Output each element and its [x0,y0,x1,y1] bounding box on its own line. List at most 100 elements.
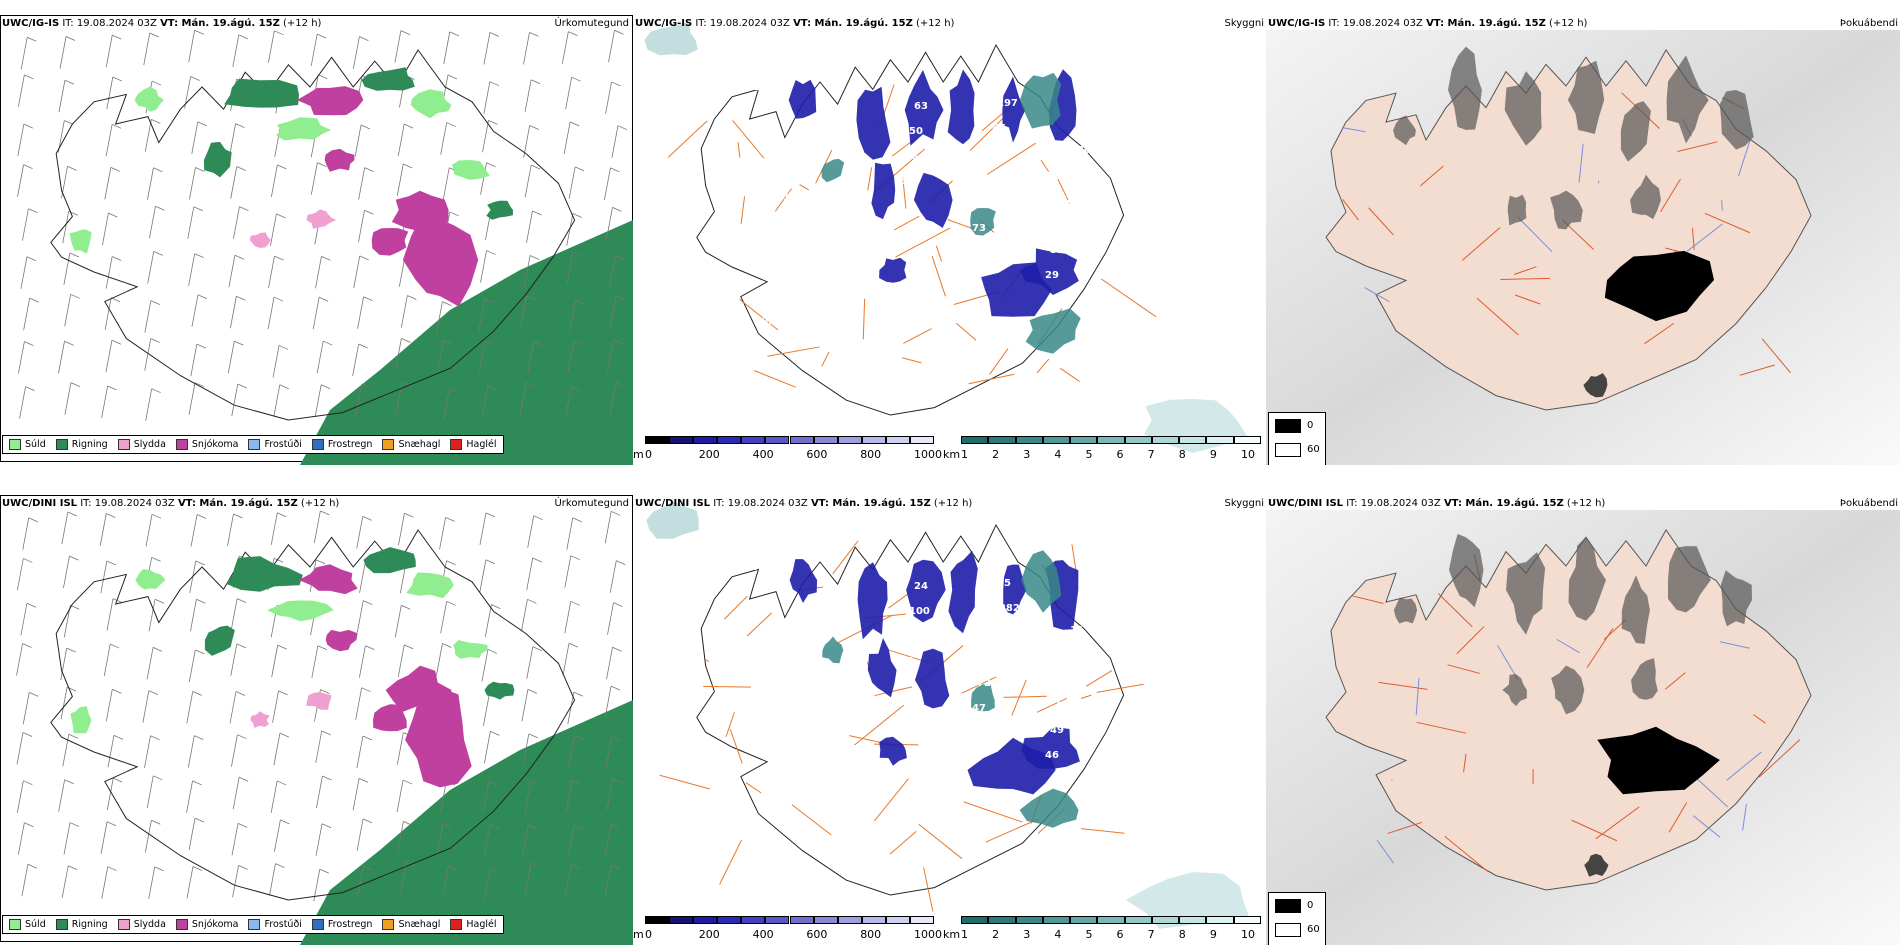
wind-barb-flag [26,602,37,608]
colorbar-segment [861,916,886,924]
wind-barb-flag [404,644,414,650]
fog-area [1448,46,1482,130]
road [1364,287,1390,303]
wind-barb [567,824,575,857]
wind-barb [568,166,576,199]
fog-legend: 0 60 [1268,892,1326,945]
ceiling-value-label: 124 [1065,650,1086,661]
colorbar-tick: 1000 [914,928,942,941]
wind-barb [397,124,405,157]
wind-barb-flag [277,164,287,170]
wind-barb [16,780,24,813]
wind-barb [399,862,407,895]
wind-barb [311,645,319,678]
legend-label: Rigning [71,919,108,930]
wind-barb [527,341,535,374]
wind-barb [526,646,534,679]
wind-barb-flag [573,340,584,346]
wind-barb [442,865,449,898]
wind-barb-flag [361,383,372,389]
wind-barb [59,36,67,69]
wind-barb [61,511,69,545]
wind-barb [568,735,576,768]
road [1739,364,1775,376]
wind-barb-flag [68,733,78,739]
road [874,686,913,697]
colorbar-tick: 3 [1023,928,1031,941]
wind-barb [611,125,619,158]
colorbar-tick: 1 [961,448,968,461]
wind-barb-flag [443,339,453,345]
wind-barb [609,381,617,415]
wind-barb-flag [610,685,621,691]
legend-item: Slydda [117,919,166,930]
wind-barb [356,516,364,549]
low-visibility-area [1020,72,1062,129]
colorbar-segment [1151,916,1180,924]
wind-barb [101,866,109,899]
wind-barb-flag [153,251,163,256]
wind-barb [569,300,577,333]
wind-barb [105,689,113,722]
fog-area [1550,190,1583,230]
road [1036,358,1050,374]
wind-barb-flag [488,781,499,786]
wind-barb [396,732,404,765]
legend-swatch [248,919,261,930]
wind-barb [481,385,489,419]
wind-barb-flag [321,255,331,261]
precip-type-legend: Súld Rigning Slydda Snjókoma Frostúði Frostre… [2,435,504,454]
wind-barb [270,213,277,246]
road [1644,322,1674,345]
legend-swatch [450,919,463,930]
wind-barb-flag [572,251,583,257]
wind-barb-flag [277,512,287,518]
wind-barb-flag [67,511,78,517]
ceiling-value-label: 51 [1050,245,1064,256]
ceiling-value-label: 78 [1060,195,1074,206]
wind-barb-flag [112,598,123,603]
legend-item: Haglél [450,919,497,930]
wind-barb-flag [195,560,205,566]
wind-barb [270,780,278,814]
low-ceiling-area [913,172,953,228]
wind-barb [482,693,490,726]
wind-barb-flag [112,34,122,40]
wind-barb [144,119,152,152]
road [1391,779,1393,781]
wind-barb [267,30,275,63]
wind-barb-flag [67,165,77,171]
wind-barb [566,251,574,284]
wind-barb-flag [527,688,538,694]
colorbar-segment [909,916,934,924]
wind-barb [310,34,318,67]
wind-barb-flag [530,862,541,868]
low-ceiling-area [871,162,896,220]
wind-barb-flag [612,206,622,212]
wind-barb-flag [570,600,580,606]
visibility-colorbar: km 1 2 3 4 5 6 7 8 9 10 [943,916,1265,945]
wind-barb [606,778,614,811]
colorbar-tick: 10 [1241,928,1255,941]
weather-area [486,200,513,220]
fog-area [1584,853,1609,877]
wind-barb-flag [569,121,580,127]
wind-barb-flag [64,120,74,125]
ceiling-value-label: 45 [851,744,865,755]
colorbar-tick: 10 [1241,448,1255,461]
wind-barb [17,164,24,197]
legend-item: Snæhagl [382,919,440,930]
colorbar-tick: 400 [752,448,774,461]
ceiling-vis-panel-dini: 74 95 47 47 46 62 49 54 72 49 41 63 100 54 11 60 50 24 127… [633,490,1266,945]
colorbar-segment [1124,916,1152,924]
wind-barb-flag [486,162,496,168]
wind-barb-flag [194,735,204,740]
road [918,823,963,860]
colorbar-segment [669,436,694,444]
wind-barb-flag [530,79,541,85]
wind-barb-flag [69,822,80,827]
wind-barb-flag [611,510,621,516]
wind-barb [479,559,487,592]
wind-barb [526,557,534,591]
wind-barb [58,341,65,374]
